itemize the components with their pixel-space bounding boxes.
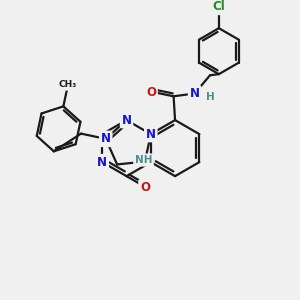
Text: O: O [146, 85, 156, 99]
Text: N: N [97, 156, 107, 169]
Text: N: N [190, 87, 200, 100]
Text: O: O [140, 181, 150, 194]
Text: CH₃: CH₃ [59, 80, 77, 89]
Text: N: N [146, 128, 156, 141]
Text: Cl: Cl [212, 0, 225, 14]
Text: H: H [206, 92, 214, 102]
Text: N: N [122, 114, 131, 127]
Text: N: N [101, 132, 111, 146]
Text: NH: NH [135, 155, 152, 165]
